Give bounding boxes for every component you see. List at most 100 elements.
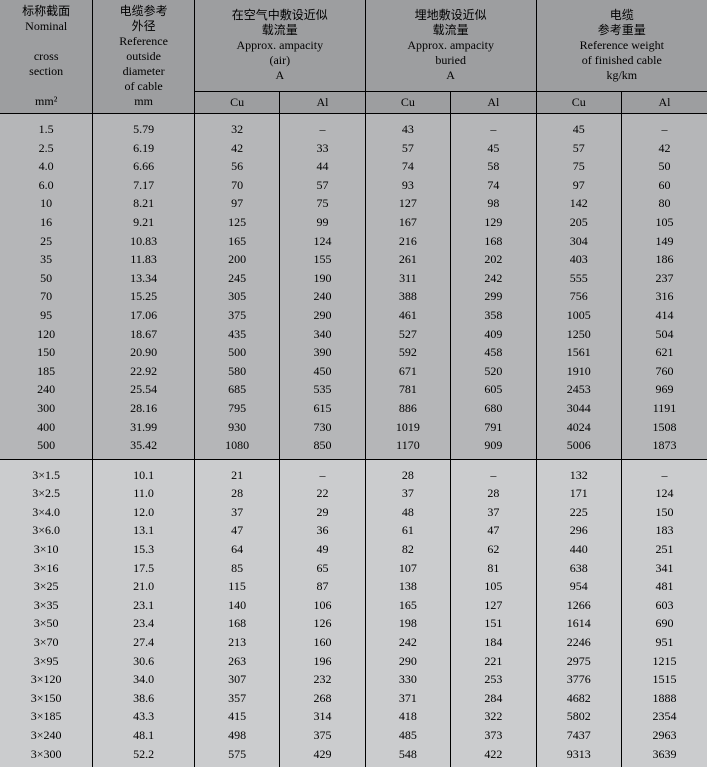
cell: 30.6 [93, 652, 195, 671]
cell: 3×35 [0, 596, 93, 615]
cell: 299 [451, 287, 536, 306]
cell: 23.4 [93, 614, 195, 633]
cell: 2975 [536, 652, 621, 671]
cell: 1191 [621, 399, 707, 418]
cell: 3×150 [0, 689, 93, 708]
cell: 240 [280, 287, 365, 306]
cell: 151 [451, 614, 536, 633]
cell: 1888 [621, 689, 707, 708]
cell: 61 [365, 521, 450, 540]
cell: 196 [280, 652, 365, 671]
cell: 50 [0, 269, 93, 288]
cell: 409 [451, 325, 536, 344]
table-row: 3×18543.341531441832258022354 [0, 707, 707, 726]
cell: 21.0 [93, 577, 195, 596]
cell: 28 [365, 459, 450, 484]
cell: 373 [451, 726, 536, 745]
cell: 6.19 [93, 139, 195, 158]
cell: 6.66 [93, 157, 195, 176]
cell: 52.2 [93, 745, 195, 767]
section-three-core: 3×1.510.121–28–132–3×2.511.0282237281711… [0, 459, 707, 767]
cell: 3044 [536, 399, 621, 418]
cell: 1.5 [0, 114, 93, 139]
cell: 3×240 [0, 726, 93, 745]
cell: 57 [280, 176, 365, 195]
cell: 520 [451, 362, 536, 381]
cell: 105 [451, 577, 536, 596]
hdr-weight-al: Al [621, 92, 707, 114]
cell: 311 [365, 269, 450, 288]
cell: 7437 [536, 726, 621, 745]
cell: 38.6 [93, 689, 195, 708]
cell: 34.0 [93, 670, 195, 689]
cell: 3×50 [0, 614, 93, 633]
cell: 535 [280, 380, 365, 399]
cell: 65 [280, 559, 365, 578]
cell: 45 [536, 114, 621, 139]
cell: 171 [536, 484, 621, 503]
cell: 3639 [621, 745, 707, 767]
cell: 56 [194, 157, 279, 176]
cell: 28 [451, 484, 536, 503]
cell: 57 [365, 139, 450, 158]
cell: 603 [621, 596, 707, 615]
cell: 237 [621, 269, 707, 288]
cell: 13.34 [93, 269, 195, 288]
cell: 290 [365, 652, 450, 671]
cell: 296 [536, 521, 621, 540]
cell: 126 [280, 614, 365, 633]
cell: 498 [194, 726, 279, 745]
cell: 221 [451, 652, 536, 671]
cell: 7.17 [93, 176, 195, 195]
cell: 2354 [621, 707, 707, 726]
table-row: 3×1.510.121–28–132– [0, 459, 707, 484]
hdr-air: 在空气中敷设近似载流量Approx. ampacity(air)A [194, 0, 365, 92]
cell: 35 [0, 250, 93, 269]
cell: 4682 [536, 689, 621, 708]
cell: 48 [365, 503, 450, 522]
cell: 951 [621, 633, 707, 652]
cell: 1019 [365, 418, 450, 437]
cell: 690 [621, 614, 707, 633]
cell: 6.0 [0, 176, 93, 195]
cell: 74 [365, 157, 450, 176]
table-row: 3×2521.011587138105954481 [0, 577, 707, 596]
table-row: 3×3523.11401061651271266603 [0, 596, 707, 615]
table-row: 3×9530.626319629022129751215 [0, 652, 707, 671]
cell: 304 [536, 232, 621, 251]
cell: 3×300 [0, 745, 93, 767]
cell: 1170 [365, 436, 450, 459]
cell: 99 [280, 213, 365, 232]
hdr-air-cu: Cu [194, 92, 279, 114]
cell: 225 [536, 503, 621, 522]
hdr-air-al: Al [280, 92, 365, 114]
cell: 44 [280, 157, 365, 176]
cell: 341 [621, 559, 707, 578]
cell: 132 [536, 459, 621, 484]
cell: 685 [194, 380, 279, 399]
cell: 461 [365, 306, 450, 325]
cell: 5802 [536, 707, 621, 726]
cell: 140 [194, 596, 279, 615]
table-row: 24025.546855357816052453969 [0, 380, 707, 399]
table-row: 3×5023.41681261981511614690 [0, 614, 707, 633]
cell: 3×185 [0, 707, 93, 726]
cell: 168 [194, 614, 279, 633]
cell: 107 [365, 559, 450, 578]
cell: 75 [536, 157, 621, 176]
cell: 5.79 [93, 114, 195, 139]
table-row: 4.06.66564474587550 [0, 157, 707, 176]
cell: 81 [451, 559, 536, 578]
cell: 3×95 [0, 652, 93, 671]
cell: 2.5 [0, 139, 93, 158]
cell: 75 [280, 194, 365, 213]
cell: – [451, 114, 536, 139]
cell: 42 [621, 139, 707, 158]
cell: 37 [194, 503, 279, 522]
cell: 160 [280, 633, 365, 652]
cell: 45 [451, 139, 536, 158]
cell: 5006 [536, 436, 621, 459]
cell: 1250 [536, 325, 621, 344]
cell: 435 [194, 325, 279, 344]
cell: 527 [365, 325, 450, 344]
